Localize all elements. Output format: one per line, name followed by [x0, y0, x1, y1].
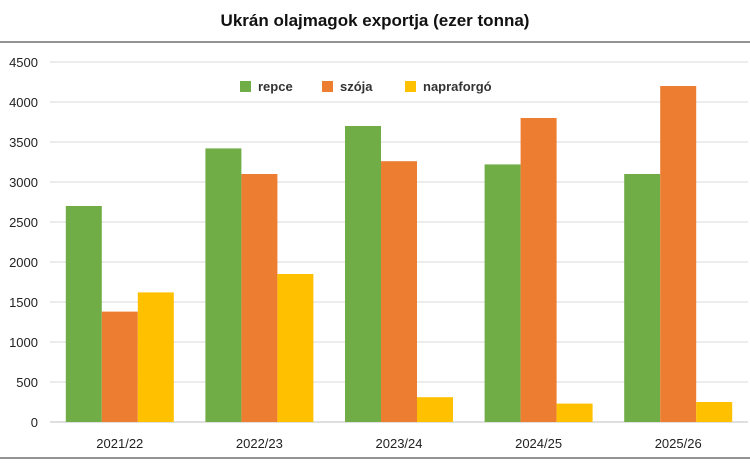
bar-repce-2021/22 [65, 206, 102, 422]
y-tick-label: 1000 [9, 335, 38, 350]
y-axis-ticks: 0 500 1000 1500 2000 2500 3000 3500 4000 4500 [9, 55, 38, 430]
bar-napraforgó-2021/22 [137, 292, 174, 422]
bar-repce-2025/26 [624, 174, 661, 422]
bar-napraforgó-2022/23 [277, 274, 314, 422]
bars [65, 86, 733, 422]
y-tick-label: 2000 [9, 255, 38, 270]
x-category-label: 2024/25 [515, 436, 562, 451]
legend-swatch-napraforgó [405, 81, 416, 92]
y-tick-label: 0 [31, 415, 38, 430]
x-category-label: 2021/22 [96, 436, 143, 451]
x-category-label: 2025/26 [655, 436, 702, 451]
y-tick-label: 3000 [9, 175, 38, 190]
x-category-label: 2022/23 [236, 436, 283, 451]
bar-napraforgó-2023/24 [417, 397, 453, 422]
bar-repce-2022/23 [205, 148, 242, 422]
y-tick-label: 4500 [9, 55, 38, 70]
legend-swatch-repce [240, 81, 251, 92]
legend-label-szója: szója [340, 79, 373, 94]
bar-szója-2021/22 [101, 311, 138, 422]
y-tick-label: 1500 [9, 295, 38, 310]
legend-swatch-szója [322, 81, 333, 92]
legend-label-repce: repce [258, 79, 293, 94]
y-tick-label: 3500 [9, 135, 38, 150]
bar-szója-2022/23 [241, 174, 278, 422]
bar-repce-2023/24 [345, 126, 381, 422]
bar-napraforgó-2025/26 [696, 402, 733, 422]
chart-title: Ukrán olajmagok exportja (ezer tonna) [221, 11, 530, 30]
bar-repce-2024/25 [484, 164, 521, 422]
y-tick-label: 4000 [9, 95, 38, 110]
bar-szója-2025/26 [660, 86, 697, 422]
x-category-label: 2023/24 [376, 436, 423, 451]
y-tick-label: 500 [16, 375, 38, 390]
x-axis-categories: 2021/22 2022/23 2023/24 2024/25 2025/26 [96, 436, 701, 451]
bar-napraforgó-2024/25 [556, 403, 593, 422]
bar-szója-2023/24 [381, 161, 417, 422]
legend-label-napraforgó: napraforgó [423, 79, 492, 94]
legend: repce szója napraforgó [240, 79, 492, 94]
y-tick-label: 2500 [9, 215, 38, 230]
bar-szója-2024/25 [520, 118, 557, 422]
